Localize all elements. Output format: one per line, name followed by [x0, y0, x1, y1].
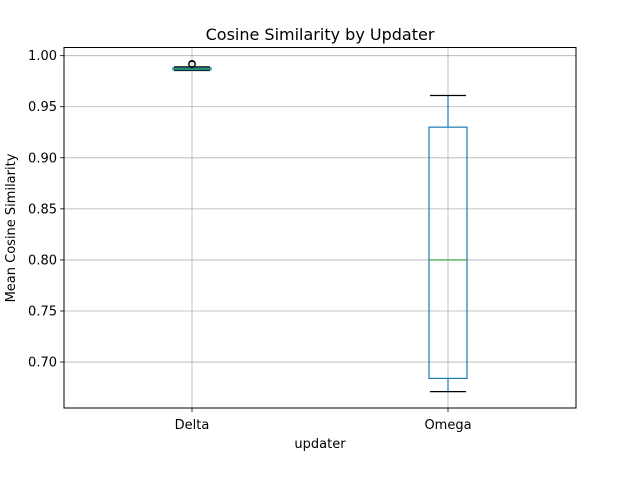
- box-delta: [172, 60, 212, 72]
- y-tick-label: 0.95: [28, 100, 57, 115]
- flier-point: [188, 60, 196, 68]
- y-tick-label: 0.70: [28, 356, 57, 371]
- x-tick-label: Omega: [424, 418, 471, 433]
- x-axis: Delta Omega: [175, 408, 472, 433]
- y-tick-label: 0.85: [28, 202, 57, 217]
- chart-title: Cosine Similarity by Updater: [206, 25, 435, 44]
- x-axis-label: updater: [294, 437, 346, 452]
- y-axis-label: Mean Cosine Similarity: [4, 153, 19, 302]
- boxes-layer: [172, 60, 468, 393]
- y-tick-label: 1.00: [28, 49, 57, 64]
- y-tick-label: 0.80: [28, 253, 57, 268]
- iqr-box: [428, 126, 468, 379]
- y-tick-label: 0.90: [28, 151, 57, 166]
- x-tick-label: Delta: [175, 418, 210, 433]
- y-tick-label: 0.75: [28, 304, 57, 319]
- grid-lines: [64, 47, 576, 408]
- box-omega: [428, 94, 468, 393]
- plot-frame: [63, 47, 577, 409]
- y-axis: 0.70 0.75 0.80 0.85 0.90 0.95 1.00: [28, 49, 64, 371]
